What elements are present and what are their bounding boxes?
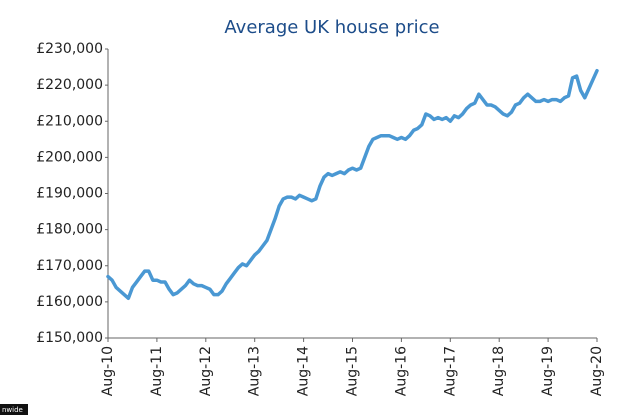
y-tick-label: £180,000 bbox=[36, 222, 103, 238]
y-tick-label: £220,000 bbox=[36, 77, 103, 93]
y-tick-label: £170,000 bbox=[36, 258, 103, 274]
y-tick-label: £160,000 bbox=[36, 294, 103, 310]
x-tick-label: Aug-19 bbox=[540, 346, 556, 396]
x-tick-label: Aug-16 bbox=[393, 346, 409, 396]
x-tick-label: Aug-12 bbox=[198, 346, 214, 396]
x-tick-label: Aug-10 bbox=[100, 346, 116, 396]
source: nwide bbox=[2, 406, 23, 414]
y-tick-label: £230,000 bbox=[36, 41, 103, 57]
y-tick-label: £200,000 bbox=[36, 149, 103, 165]
y-tick-label: £210,000 bbox=[36, 113, 103, 129]
x-tick-label: Aug-11 bbox=[149, 346, 165, 396]
x-tick-label: Aug-15 bbox=[345, 346, 361, 396]
source-box bbox=[0, 404, 28, 415]
x-tick-label: Aug-18 bbox=[491, 346, 507, 396]
chart-title: Average UK house price bbox=[224, 17, 439, 38]
y-tick-label: £190,000 bbox=[36, 186, 103, 202]
price-line bbox=[106, 68, 599, 301]
x-tick-label: Aug-17 bbox=[442, 346, 458, 396]
y-tick-label: £150,000 bbox=[36, 330, 103, 346]
x-tick-label: Aug-14 bbox=[296, 346, 312, 396]
x-tick-label: Aug-13 bbox=[247, 346, 263, 396]
x-tick-label: Aug-20 bbox=[589, 346, 605, 396]
